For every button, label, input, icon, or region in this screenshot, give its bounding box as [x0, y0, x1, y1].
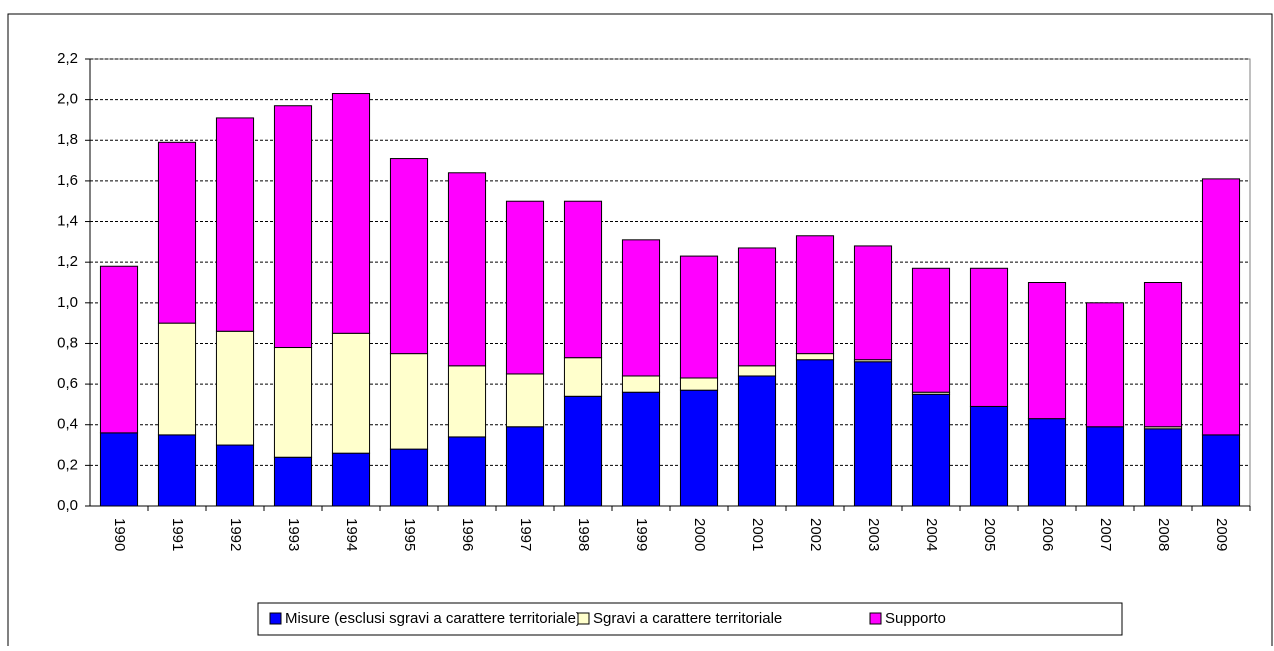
bar-segment — [1201, 434, 1241, 507]
bar-segment — [389, 353, 429, 450]
bar-segment — [1085, 426, 1125, 507]
bar-segment — [1143, 428, 1183, 507]
x-tick-label: 1998 — [575, 518, 592, 551]
bar-segment — [853, 245, 893, 361]
bar-segment — [447, 436, 487, 507]
bar-segment — [911, 393, 951, 507]
legend-swatch — [577, 612, 590, 625]
y-tick-label: 1,4 — [57, 213, 78, 230]
bar-segment — [215, 444, 255, 507]
bar-segment — [273, 347, 313, 458]
y-tick-label: 0,0 — [57, 497, 78, 514]
bar-segment — [679, 255, 719, 379]
x-tick-label: 1996 — [459, 518, 476, 551]
bar-segment — [447, 365, 487, 438]
y-tick-label: 1,6 — [57, 172, 78, 189]
bar-segment — [215, 330, 255, 446]
bar-segment — [679, 389, 719, 507]
bar-segment — [447, 172, 487, 367]
x-tick-label: 2007 — [1097, 518, 1114, 551]
bar-segment — [969, 405, 1009, 507]
y-tick-label: 2,2 — [57, 50, 78, 67]
legend-label: Misure (esclusi sgravi a carattere terri… — [285, 610, 581, 627]
bar-segment — [505, 200, 545, 375]
bar-segment — [505, 373, 545, 428]
bar-segment — [563, 200, 603, 359]
bar-segment — [505, 426, 545, 507]
x-tick-label: 1991 — [169, 518, 186, 551]
legend-swatch — [869, 612, 882, 625]
y-tick-label: 1,8 — [57, 131, 78, 148]
bar-segment — [737, 247, 777, 367]
bar-segment — [99, 432, 139, 507]
bar-segment — [621, 375, 661, 393]
x-tick-label: 2002 — [807, 518, 824, 551]
bar-segment — [273, 456, 313, 507]
bar-segment — [1027, 282, 1067, 420]
bar-segment — [795, 359, 835, 507]
bar-segment — [273, 105, 313, 349]
legend — [257, 602, 1123, 636]
bar-segment — [795, 353, 835, 361]
bar-segment — [157, 141, 197, 324]
x-tick-label: 1997 — [517, 518, 534, 551]
bar-segment — [157, 322, 197, 436]
x-tick-label: 2006 — [1039, 518, 1056, 551]
bar-segment — [215, 117, 255, 332]
bar-segment — [331, 93, 371, 334]
legend-swatch — [269, 612, 282, 625]
x-tick-label: 1990 — [111, 518, 128, 551]
bar-segment — [853, 361, 893, 507]
x-tick-label: 1994 — [343, 518, 360, 551]
y-tick-label: 0,6 — [57, 375, 78, 392]
bar-segment — [737, 375, 777, 507]
plot-area — [89, 58, 1251, 507]
bar-segment — [679, 377, 719, 391]
bar-segment — [563, 395, 603, 507]
bar-segment — [331, 452, 371, 507]
bar-segment — [1143, 282, 1183, 428]
bar-segment — [389, 448, 429, 507]
y-tick-label: 1,0 — [57, 294, 78, 311]
x-tick-label: 2008 — [1155, 518, 1172, 551]
x-tick-label: 2000 — [691, 518, 708, 551]
bar-segment — [157, 434, 197, 507]
bar-segment — [621, 391, 661, 507]
y-tick-label: 1,2 — [57, 253, 78, 270]
x-tick-label: 2009 — [1213, 518, 1230, 551]
x-tick-label: 2003 — [865, 518, 882, 551]
x-tick-label: 1993 — [285, 518, 302, 551]
bar-segment — [331, 332, 371, 454]
legend-label: Supporto — [885, 610, 946, 627]
x-tick-label: 1992 — [227, 518, 244, 551]
y-tick-label: 0,2 — [57, 456, 78, 473]
x-tick-label: 2001 — [749, 518, 766, 551]
x-tick-label: 2004 — [923, 518, 940, 551]
legend-label: Sgravi a carattere territoriale — [593, 610, 782, 627]
bar-segment — [563, 357, 603, 397]
bar-segment — [795, 235, 835, 355]
y-tick-label: 0,8 — [57, 334, 78, 351]
bar-segment — [969, 267, 1009, 407]
x-tick-label: 1995 — [401, 518, 418, 551]
y-tick-label: 0,4 — [57, 416, 78, 433]
x-tick-label: 2005 — [981, 518, 998, 551]
bar-segment — [737, 365, 777, 377]
x-tick-label: 1999 — [633, 518, 650, 551]
bar-segment — [1201, 178, 1241, 436]
bar-segment — [99, 265, 139, 434]
bar-segment — [1085, 302, 1125, 428]
bar-segment — [1027, 418, 1067, 507]
bar-segment — [621, 239, 661, 377]
y-tick-label: 2,0 — [57, 91, 78, 108]
bar-segment — [389, 158, 429, 355]
bar-segment — [911, 267, 951, 393]
